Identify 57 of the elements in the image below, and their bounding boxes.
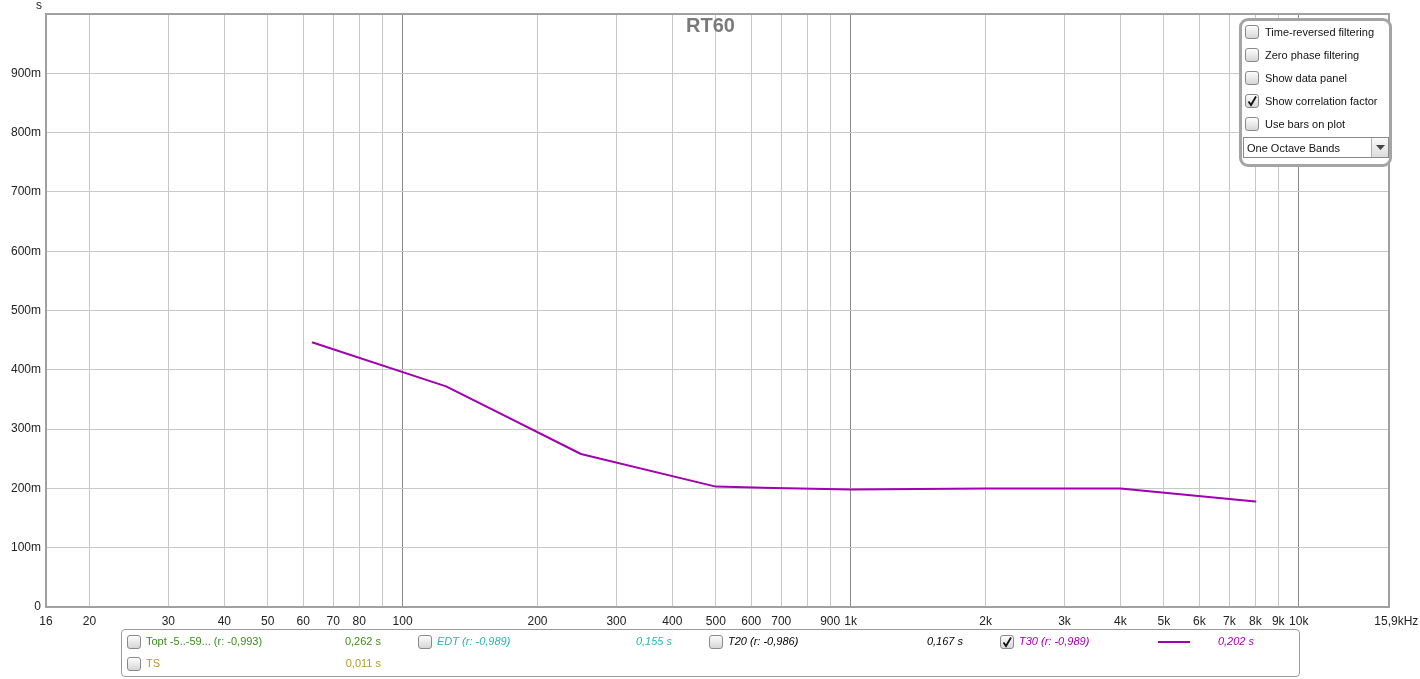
x-tick-label: 50 [261,613,275,628]
x-tick-label: 700 [771,613,792,628]
text: Topt -5..-59... (r: -0,993) [146,635,263,647]
x-tick-label: 6k [1193,613,1207,628]
text: 0,167 s [925,635,963,647]
x-tick-label: 9k [1271,613,1286,628]
x-tick-label: 4k [1114,613,1128,628]
text: 0,202 s [1216,635,1254,647]
x-tick-label: 80 [352,613,367,628]
x-tick-label: 500 [705,613,727,628]
x-tick-label: 1k [844,613,859,628]
x-axis-title: Hz [1403,613,1419,628]
x-tick-label: 15,9k [1374,613,1405,628]
text: 0,262 s [343,635,381,647]
x-tick-label: 16 [39,613,53,628]
x-tick-label: 8k [1248,613,1263,628]
y-tick-label: 400m [10,362,41,377]
x-tick-label: 60 [296,613,311,628]
text: T20 (r: -0,986) [728,635,799,647]
dropdown: One Octave Bands [1243,137,1389,158]
y-tick-label: 300m [10,421,41,436]
x-tick-label: 300 [606,613,627,628]
text: TS [146,657,161,669]
text: 0,011 s [344,657,381,669]
annotation: Time-reversed filtering [1265,25,1375,38]
y-tick-label: 800m [10,124,41,139]
x-tick-label: 70 [326,613,341,628]
x-tick-label: 900 [820,613,841,628]
y-tick-label: 700m [10,184,41,199]
x-tick-label: 200 [527,613,548,628]
x-tick-label: 3k [1058,613,1072,628]
y-tick-label: 100m [10,540,41,555]
y-axis-title: s [36,0,42,13]
x-tick-label: 30 [161,613,176,628]
x-tick-label: 600 [741,613,762,628]
legend-label: T30 (r: -0,989) [1019,635,1090,647]
annotation: One Octave Bands [1247,141,1340,154]
y-tick-label: 900m [10,65,41,80]
x-tick-label: 10k [1289,613,1310,628]
x-tick-label: 20 [82,613,97,628]
x-tick-label: 7k [1223,613,1237,628]
x-tick-label: 400 [662,613,683,628]
annotation: Use bars on plot [1265,117,1346,130]
text: EDT (r: -0,989) [437,635,511,647]
y-tick-label: 500m [10,302,41,317]
annotation: Show correlation factor [1265,94,1378,107]
y-tick-label: 200m [10,480,41,495]
x-tick-label: 5k [1157,613,1172,628]
annotation: Zero phase filtering [1265,48,1360,61]
y-tick-label: 600m [10,243,41,258]
x-tick-label: 2k [979,613,993,628]
x-tick-label: 100 [392,613,413,628]
text: 0,155 s [634,635,672,647]
chart-title: RT60 [686,13,735,36]
x-tick-label: 40 [217,613,232,628]
y-tick-label: 0 [34,599,42,614]
annotation: Show data panel [1265,71,1347,84]
